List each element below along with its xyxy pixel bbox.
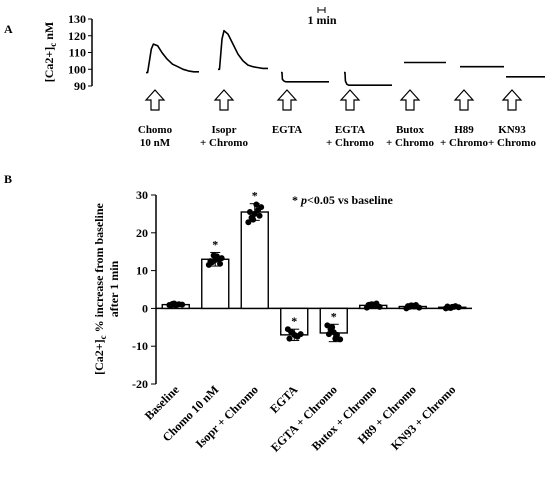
data-point xyxy=(207,258,214,265)
condition-label: EGTA xyxy=(335,124,365,136)
panel-a-y-tick-label: 120 xyxy=(68,29,86,43)
bar xyxy=(240,211,269,310)
bar xyxy=(201,258,230,310)
data-point xyxy=(256,212,263,219)
up-arrow-icon xyxy=(453,89,475,111)
data-point xyxy=(218,255,225,262)
panel-a-y-tick-label: 130 xyxy=(68,12,86,26)
panel-b-y-tick-label: -20 xyxy=(132,377,148,391)
data-point xyxy=(325,331,332,338)
up-arrow-icon xyxy=(501,89,523,111)
x-category-label: EGTA xyxy=(267,382,301,416)
trace-line xyxy=(344,71,392,86)
panel-a-y-tick-label: 110 xyxy=(69,46,86,60)
trace-line xyxy=(218,29,268,71)
panel-a-y-tick-label: 90 xyxy=(74,79,86,93)
condition-label: + Chromo xyxy=(326,137,374,149)
condition-label: EGTA xyxy=(272,124,302,136)
trace-line xyxy=(146,43,199,74)
significance-star: * xyxy=(331,309,337,323)
condition-label: + Chromo xyxy=(200,137,248,149)
panel-b-y-tick-label: 20 xyxy=(136,226,148,240)
condition-label: H89 xyxy=(454,124,474,136)
condition-label: + Chromo xyxy=(488,137,536,149)
up-arrow-icon xyxy=(339,89,361,111)
up-arrow-icon xyxy=(213,89,235,111)
up-arrow-icon xyxy=(276,89,298,111)
data-point xyxy=(258,204,265,211)
panel-b-y-tick-label: -10 xyxy=(132,339,148,353)
data-point xyxy=(246,209,253,216)
data-point xyxy=(297,331,304,338)
panel-b-y-axis-label-line2: after 1 min xyxy=(107,260,121,317)
significance-note: * p<0.05 vs baseline xyxy=(292,193,394,207)
panel-b-y-tick-label: 0 xyxy=(142,301,148,315)
panel-a-letter: A xyxy=(4,22,13,36)
panel-b-y-axis-label: [Ca2+]c % increase from baseline xyxy=(92,202,108,374)
condition-label: 10 nM xyxy=(140,137,171,149)
condition-label: Chomo xyxy=(138,124,173,136)
data-point xyxy=(217,260,224,267)
panel-b-y-tick-label: 10 xyxy=(136,264,148,278)
condition-label: KN93 xyxy=(498,124,526,136)
significance-star: * xyxy=(252,189,258,203)
significance-star: * xyxy=(291,314,297,328)
scale-bar-label: 1 min xyxy=(307,13,336,27)
panel-b-letter: B xyxy=(4,172,12,186)
panel-b-y-tick-label: 30 xyxy=(136,188,148,202)
panel-b-bar-chart: -20 -10 0 10 20 30 [Ca2+]c % increase from bas… xyxy=(92,188,472,455)
data-point xyxy=(337,336,344,343)
panel-a-y-tick-label: 100 xyxy=(68,62,86,76)
panel-a-y-axis-label: [Ca2+]c nM xyxy=(42,22,58,83)
significance-star: * xyxy=(212,237,218,251)
condition-label: Butox xyxy=(396,124,425,136)
condition-label: Isopr xyxy=(211,124,236,136)
up-arrow-icon xyxy=(399,89,421,111)
trace-line xyxy=(281,71,329,83)
condition-label: + Chromo xyxy=(440,137,488,149)
up-arrow-icon xyxy=(144,89,166,111)
condition-label: + Chromo xyxy=(386,137,434,149)
